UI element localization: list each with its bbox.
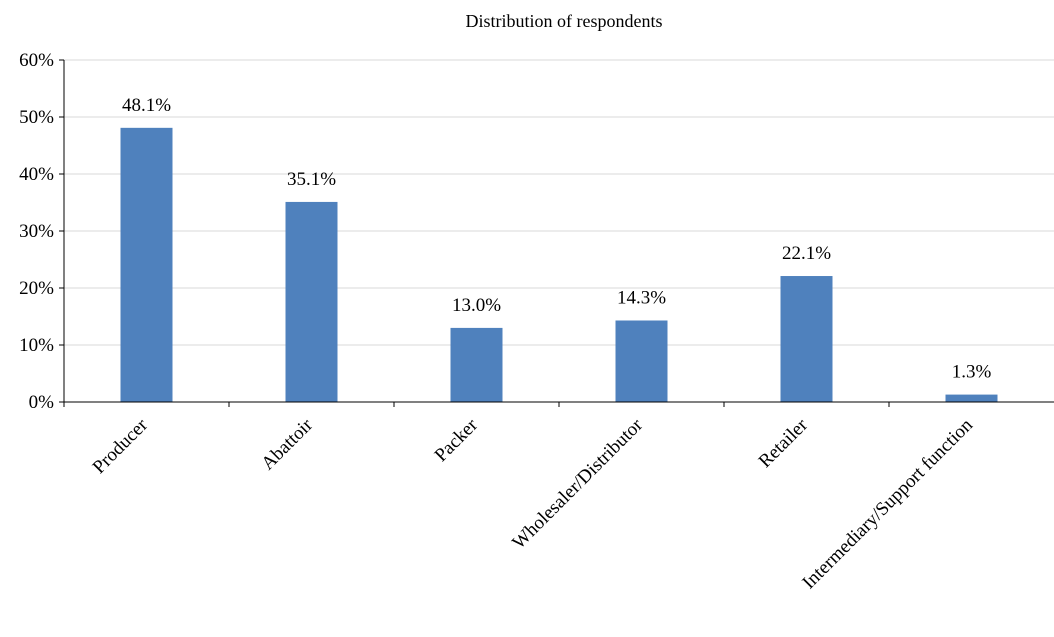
bars xyxy=(120,127,998,402)
y-tick-label: 10% xyxy=(19,335,54,356)
data-label: 48.1% xyxy=(122,95,171,116)
axes xyxy=(63,60,1054,407)
data-labels: 48.1% 35.1% 13.0% 14.3% 22.1% 1.3% xyxy=(122,95,992,383)
x-category-label: Packer xyxy=(431,414,483,466)
y-axis-ticks: 0% 10% 20% 30% 40% 50% 60% xyxy=(19,50,64,413)
bar-producer xyxy=(120,127,173,402)
y-tick-label: 20% xyxy=(19,278,54,299)
x-category-label: Producer xyxy=(89,414,153,478)
x-category-label: Wholesaler/Distributor xyxy=(508,414,647,553)
gridlines xyxy=(64,59,1054,346)
data-label: 14.3% xyxy=(617,287,666,308)
bar-intermediary-support-function xyxy=(945,394,998,402)
x-category-label: Retailer xyxy=(755,414,813,472)
bar-abattoir xyxy=(285,201,338,402)
y-tick-label: 40% xyxy=(19,164,54,185)
y-tick-label: 30% xyxy=(19,221,54,242)
data-label: 22.1% xyxy=(782,243,831,264)
x-axis-category-labels: Producer Abattoir Packer Wholesaler/Distrib… xyxy=(89,414,978,593)
y-tick-label: 50% xyxy=(19,107,54,128)
x-category-label: Intermediary/Support function xyxy=(798,414,977,593)
data-label: 13.0% xyxy=(452,295,501,316)
y-tick-label: 0% xyxy=(29,392,55,413)
y-tick-label: 60% xyxy=(19,50,54,71)
bar-packer xyxy=(450,327,503,402)
x-category-label: Abattoir xyxy=(257,414,317,474)
bar-wholesaler-distributor xyxy=(615,320,668,402)
bar-retailer xyxy=(780,276,833,402)
data-label: 1.3% xyxy=(952,362,992,383)
chart-title: Distribution of respondents xyxy=(466,11,663,31)
data-label: 35.1% xyxy=(287,169,336,190)
